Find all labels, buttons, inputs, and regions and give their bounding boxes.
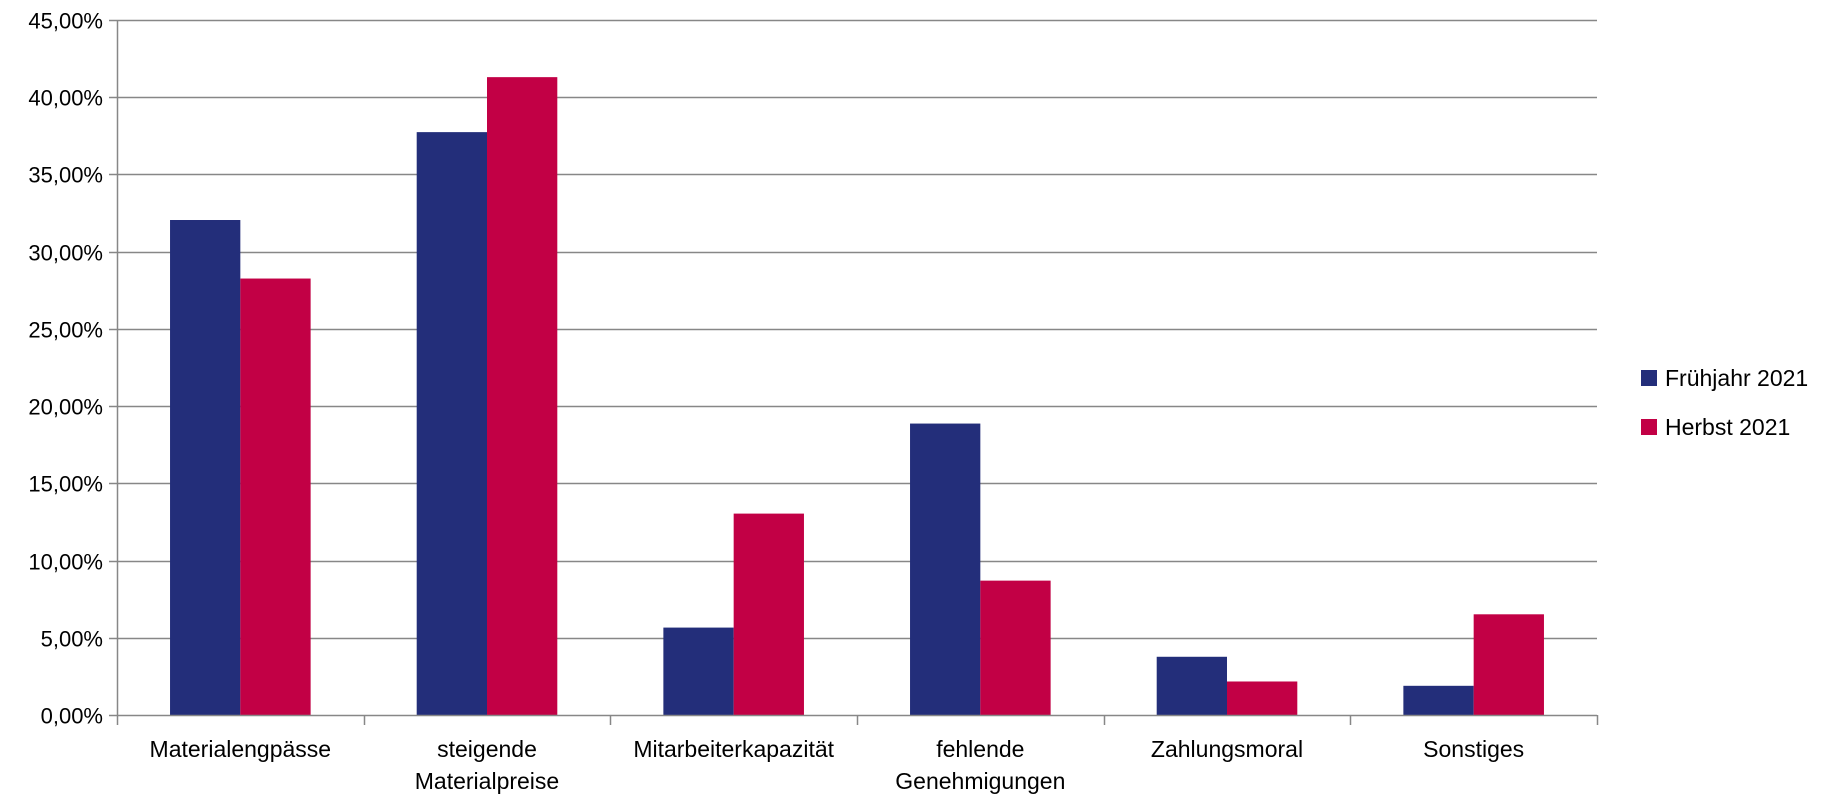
x-category-label: Zahlungsmoral (1151, 736, 1303, 762)
bar-herbst-2021 (980, 580, 1051, 715)
x-category-label: fehlende Genehmigungen (895, 736, 1065, 794)
bar-herbst-2021 (733, 513, 804, 715)
bars (170, 77, 1544, 716)
y-tick-labels: 0,00% 5,00% 10,00% 15,00% 20,00% 25,00% 30,00%… (28, 9, 103, 729)
x-category-label: Mitarbeiterkapazität (633, 736, 834, 762)
y-tick-label: 20,00% (28, 395, 103, 420)
bar-herbst-2021 (240, 278, 311, 715)
x-category-labels: Materialengpässe steigende Materialpreise M… (150, 736, 1525, 794)
legend: Frühjahr 2021 Herbst 2021 (1641, 365, 1808, 440)
bar-herbst-2021 (487, 77, 558, 715)
y-tick-label: 15,00% (28, 472, 103, 497)
bar-herbst-2021 (1227, 681, 1298, 715)
bar-fruehjahr-2021 (663, 627, 734, 715)
legend-swatch (1641, 370, 1657, 386)
y-tick-label: 10,00% (28, 550, 103, 575)
legend-label: Frühjahr 2021 (1665, 365, 1808, 391)
axes (109, 19, 1599, 725)
y-tick-label: 5,00% (41, 627, 103, 652)
legend-swatch (1641, 419, 1657, 435)
y-tick-label: 30,00% (28, 241, 103, 266)
bar-fruehjahr-2021 (1156, 656, 1227, 715)
bar-fruehjahr-2021 (416, 132, 487, 716)
y-tick-label: 25,00% (28, 318, 103, 343)
bar-fruehjahr-2021 (1403, 685, 1474, 715)
bar-fruehjahr-2021 (910, 423, 981, 715)
legend-label: Herbst 2021 (1665, 414, 1790, 440)
y-tick-label: 40,00% (28, 86, 103, 111)
x-category-label: Materialengpässe (150, 736, 332, 762)
x-category-label: Sonstiges (1423, 736, 1524, 762)
y-tick-label: 35,00% (28, 163, 103, 188)
x-category-label: steigende Materialpreise (415, 736, 559, 794)
y-tick-label: 45,00% (28, 9, 103, 34)
bar-fruehjahr-2021 (170, 220, 241, 715)
bar-herbst-2021 (1473, 614, 1544, 715)
gridlines (117, 19, 1597, 640)
y-tick-label: 0,00% (41, 704, 103, 729)
